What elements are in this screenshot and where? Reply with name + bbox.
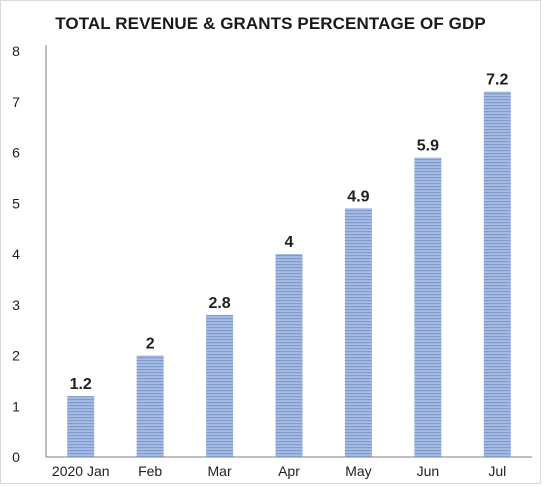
- y-tick-label: 3: [12, 297, 20, 313]
- y-tick-label: 1: [12, 398, 20, 414]
- data-labels: 1.2 2 2.8 4 4.9 5.9 7.2: [70, 72, 509, 394]
- bar: [344, 208, 372, 457]
- data-label: 7.2: [486, 72, 508, 89]
- x-tick-label: Feb: [138, 463, 162, 479]
- y-tick-label: 6: [12, 145, 20, 161]
- bar: [275, 254, 303, 457]
- bar: [206, 314, 234, 457]
- x-tick-label: 2020 Jan: [52, 463, 110, 479]
- y-axis: 0 1 2 3 4 5 6 7 8: [12, 43, 47, 465]
- data-label: 2: [146, 336, 155, 353]
- x-tick-label: May: [345, 463, 371, 479]
- x-axis: 2020 Jan Feb Mar Apr May Jun Jul: [46, 456, 532, 479]
- y-tick-label: 4: [12, 246, 20, 262]
- y-tick-label: 7: [12, 94, 20, 110]
- y-tick-label: 5: [12, 195, 20, 211]
- y-tick-label: 8: [12, 43, 20, 59]
- data-label: 4: [285, 234, 294, 251]
- x-tick-label: Mar: [208, 463, 232, 479]
- y-tick-label: 2: [12, 348, 20, 364]
- data-label: 5.9: [417, 138, 439, 155]
- bars: [67, 91, 511, 457]
- bar: [483, 91, 511, 457]
- bar: [414, 157, 442, 457]
- data-label: 4.9: [347, 188, 369, 205]
- y-tick-label: 0: [12, 449, 20, 465]
- bar: [136, 355, 164, 457]
- x-tick-label: Jun: [417, 463, 440, 479]
- data-label: 1.2: [70, 376, 92, 393]
- data-label: 2.8: [208, 295, 230, 312]
- x-tick-label: Apr: [278, 463, 300, 479]
- bar: [67, 396, 95, 457]
- x-tick-label: Jul: [488, 463, 506, 479]
- chart-title: TOTAL REVENUE & GRANTS PERCENTAGE OF GDP: [55, 14, 486, 33]
